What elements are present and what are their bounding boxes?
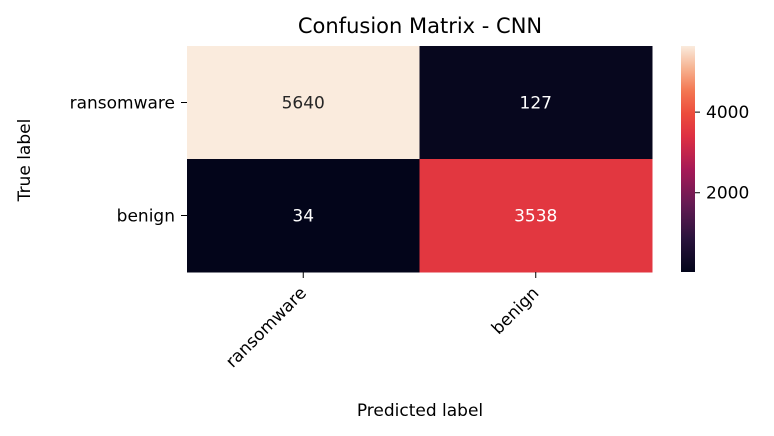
y-tick-label: ransomware [70,94,175,114]
x-tick-label: ransomware [222,283,311,372]
cell-value-label: 5640 [282,94,325,114]
x-tick-label: benign [488,283,543,338]
heatmap-cell-0-1 [419,46,653,160]
cell-value-label: 127 [520,94,552,114]
x-axis-ticks: ransomware benign [222,272,543,372]
y-tick-label: benign [117,207,175,227]
heatmap-cells [187,46,653,273]
cell-value-label: 34 [292,207,314,227]
heatmap-cell-1-0 [187,159,420,273]
y-axis-ticks: ransomware benign [70,94,187,227]
colorbar [681,46,695,272]
heatmap-cell-0-0 [187,46,420,160]
colorbar-ticks: 2000 4000 [695,103,749,204]
y-axis-label: True label [15,119,35,203]
cell-value-label: 3538 [514,207,557,227]
colorbar-tick-label: 4000 [706,103,749,123]
x-axis-label: Predicted label [357,401,483,421]
chart-title: Confusion Matrix - CNN [298,14,542,38]
colorbar-tick-label: 2000 [706,184,749,204]
heatmap-cell-1-1 [419,159,653,273]
heatmap-cell-labels: 5640 127 34 3538 [282,94,558,227]
